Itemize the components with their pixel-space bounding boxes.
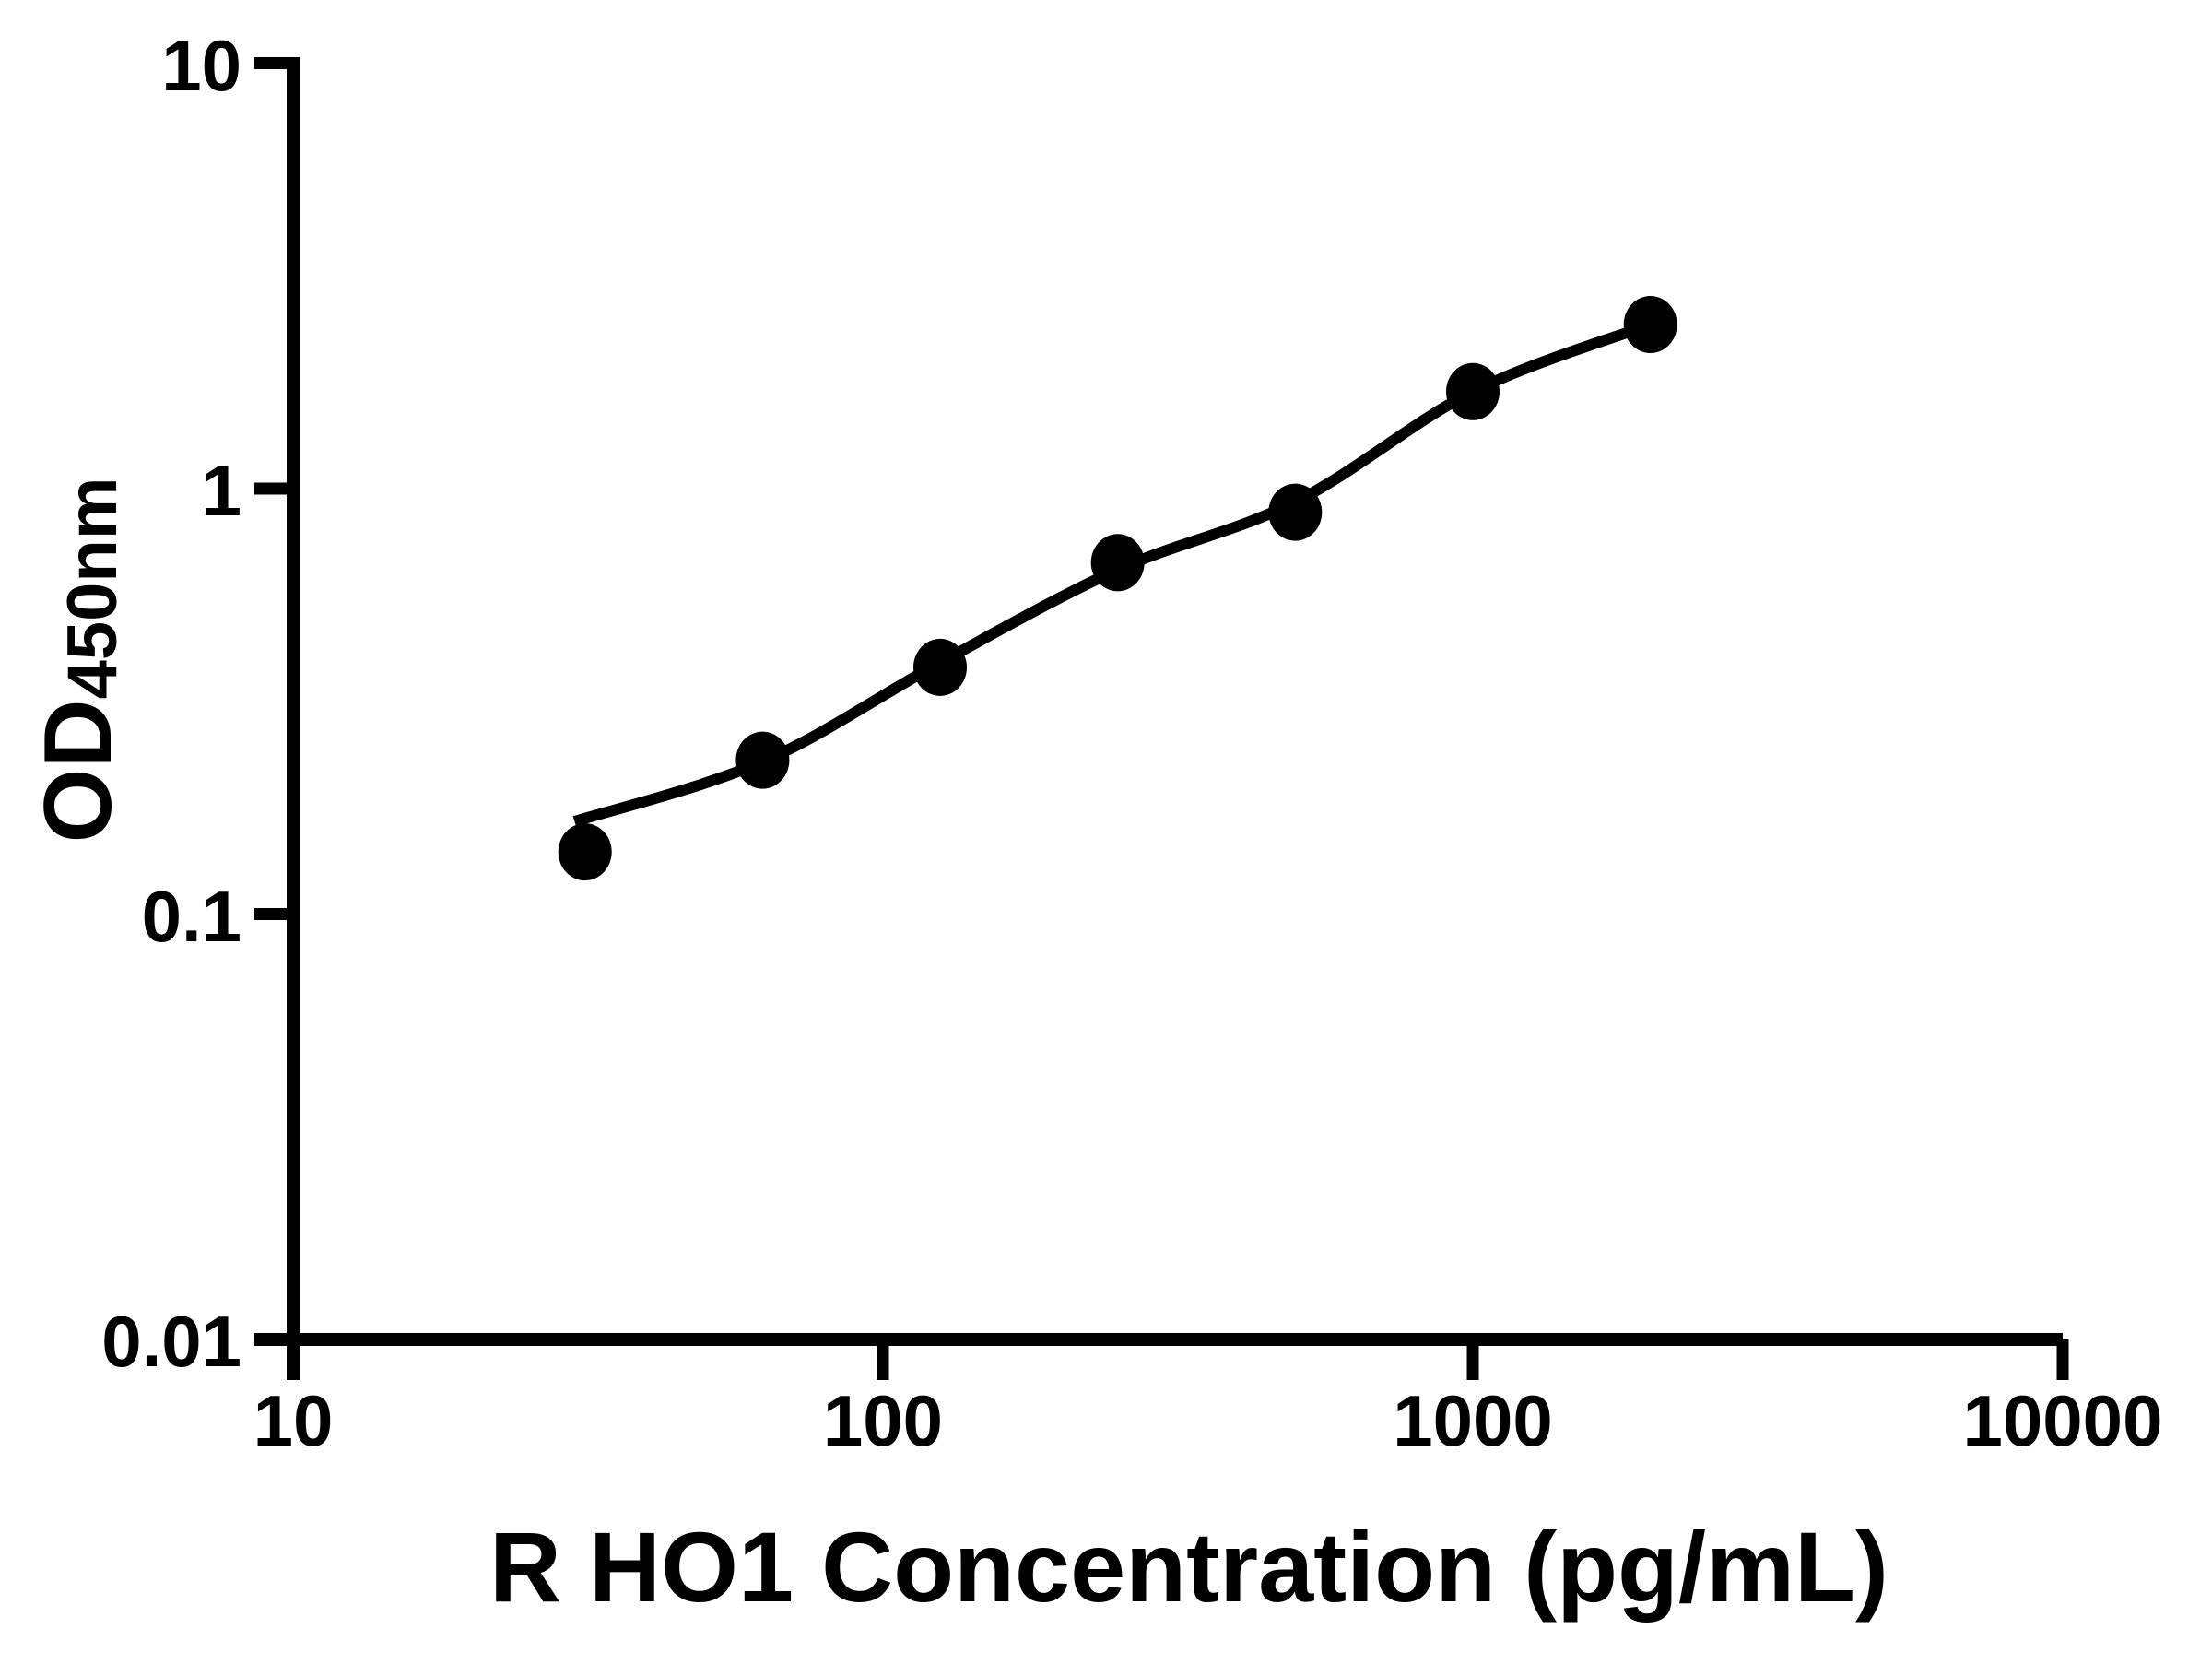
axes bbox=[254, 57, 2069, 1380]
x-axis-ticks bbox=[287, 1339, 2069, 1380]
x-tick-label-10: 10 bbox=[253, 1380, 334, 1461]
y-tick-label-0.01: 0.01 bbox=[101, 1301, 241, 1382]
x-tick-label-10000: 10000 bbox=[1963, 1380, 2163, 1461]
plot-marks bbox=[558, 296, 1677, 881]
y-axis-title: OD450nm bbox=[25, 478, 132, 844]
y-axis-ticks bbox=[254, 57, 293, 1346]
x-tick-labels: 10 100 1000 10000 bbox=[253, 1380, 2163, 1461]
data-point bbox=[1090, 534, 1145, 592]
data-point bbox=[913, 638, 967, 696]
y-tick-label-10: 10 bbox=[161, 25, 241, 106]
y-axis-title-main: OD bbox=[25, 699, 132, 843]
x-tick-label-100: 100 bbox=[823, 1380, 943, 1461]
data-point bbox=[558, 823, 612, 881]
y-tick-label-0.1: 0.1 bbox=[142, 876, 241, 957]
y-tick-label-1: 1 bbox=[202, 450, 241, 531]
data-point bbox=[1623, 296, 1677, 353]
x-tick-label-1000: 1000 bbox=[1393, 1380, 1553, 1461]
x-axis-title: R HO1 Concentration (pg/mL) bbox=[489, 1511, 1888, 1623]
data-point bbox=[1446, 362, 1500, 420]
data-point bbox=[735, 731, 790, 789]
y-axis-title-subscript: 450nm bbox=[53, 478, 132, 700]
data-point bbox=[1268, 483, 1323, 541]
y-tick-labels: 10 1 0.1 0.01 bbox=[101, 25, 241, 1382]
